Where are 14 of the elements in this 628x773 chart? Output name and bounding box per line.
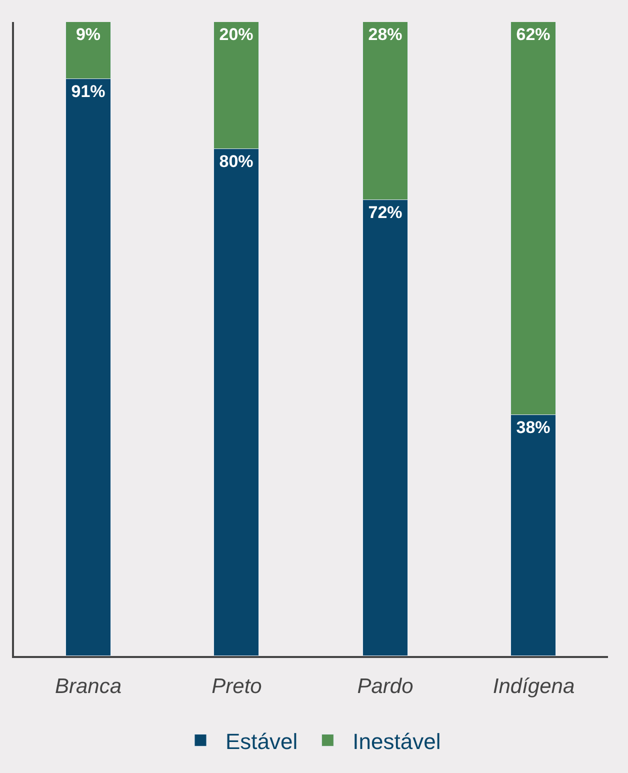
legend-label: Inestável [352, 728, 441, 754]
legend-label: Estável [226, 728, 298, 754]
data-label: 72% [368, 202, 402, 222]
data-label: 62% [516, 24, 550, 44]
data-label: 91% [71, 82, 106, 101]
data-label: 20% [219, 24, 254, 44]
data-label: 9% [76, 24, 101, 44]
data-label: 38% [516, 418, 550, 437]
x-tick-label: Pardo [357, 675, 414, 698]
x-tick-label: Preto [212, 675, 262, 698]
data-label: 28% [368, 24, 402, 44]
x-tick-label: Indígena [492, 675, 575, 698]
x-tick-label: Branca [54, 675, 122, 698]
data-label: 80% [219, 152, 254, 171]
